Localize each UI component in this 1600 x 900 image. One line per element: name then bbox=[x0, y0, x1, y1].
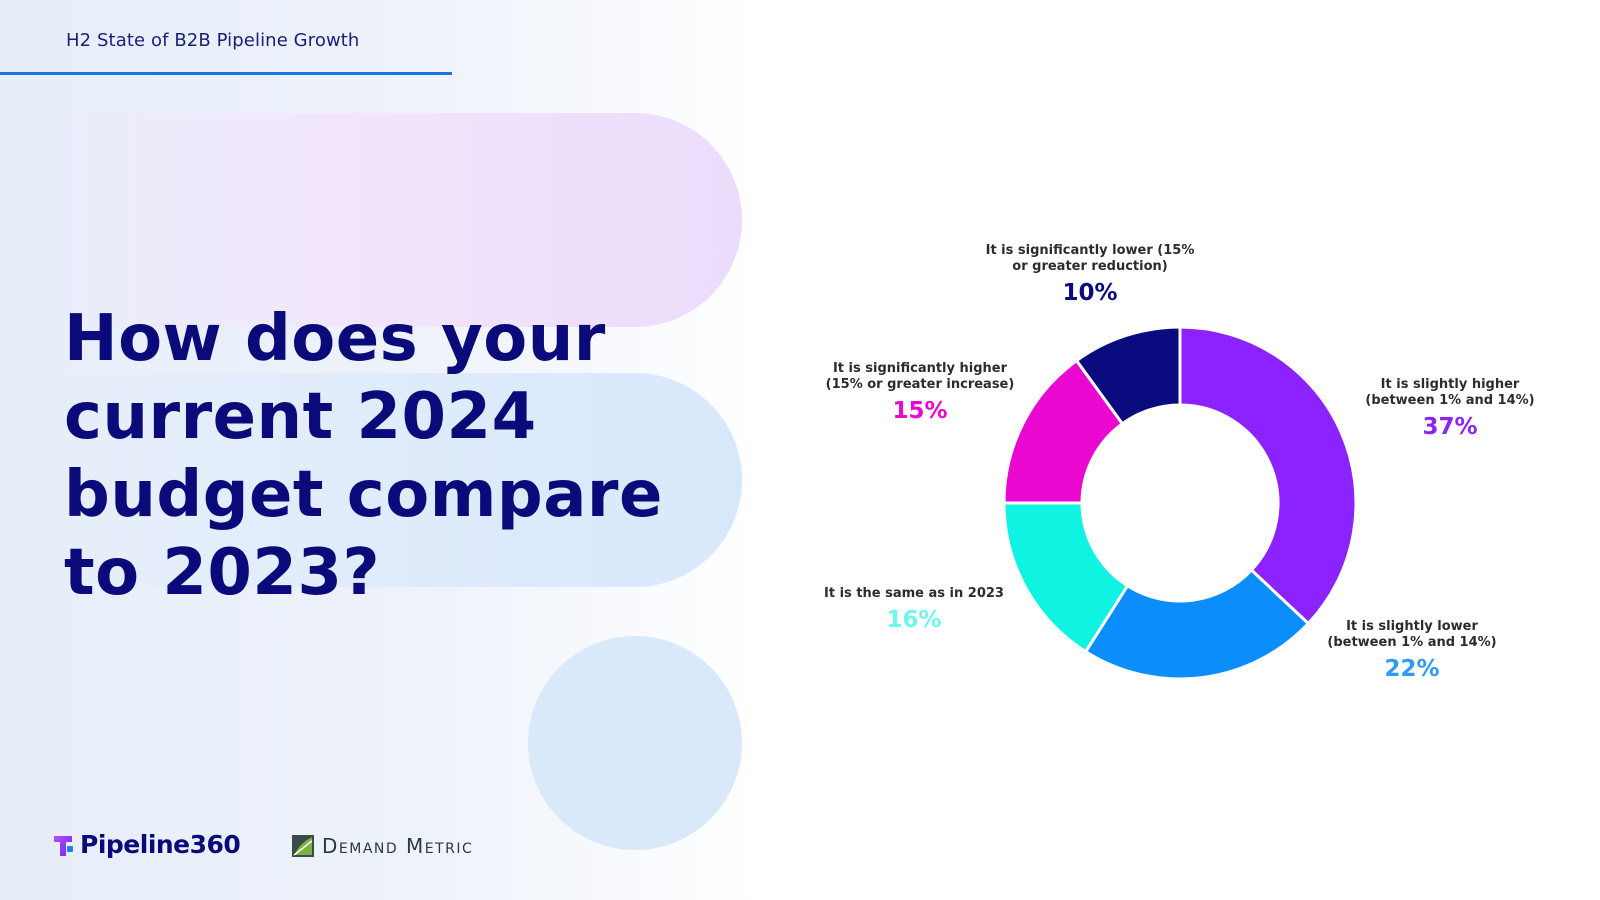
donut-slice bbox=[1002, 501, 1130, 654]
pipeline360-mark-icon bbox=[54, 835, 73, 856]
donut-slice bbox=[1178, 325, 1358, 626]
donut-slice bbox=[1083, 567, 1311, 681]
demand-metric-wordmark: Demand Metric bbox=[322, 834, 474, 858]
decorative-pill-blue bbox=[0, 373, 742, 587]
slice-label: It is significantly higher bbox=[833, 361, 1008, 376]
header-divider bbox=[0, 72, 452, 75]
survey-question: How does your current 2024 budget compar… bbox=[64, 302, 663, 610]
pipeline360-wordmark: Pipeline360 bbox=[80, 830, 241, 859]
slice-label: It is slightly lower bbox=[1346, 619, 1478, 634]
donut-labels: It is slightly higher(between 1% and 14%… bbox=[824, 243, 1535, 682]
report-title: H2 State of B2B Pipeline Growth bbox=[66, 30, 360, 51]
slice-value-label: 10% bbox=[1062, 280, 1117, 306]
slice-value-label: 16% bbox=[886, 607, 941, 633]
slice-label: It is significantly lower (15% bbox=[986, 243, 1195, 258]
demand-metric-logo: Demand Metric bbox=[292, 834, 473, 858]
slice-label: (15% or greater increase) bbox=[826, 377, 1015, 392]
slice-label: or greater reduction) bbox=[1012, 259, 1167, 274]
donut-slice bbox=[1074, 325, 1182, 426]
slice-label: It is the same as in 2023 bbox=[824, 586, 1004, 601]
donut-slice bbox=[1002, 358, 1125, 505]
decorative-circle bbox=[528, 636, 742, 850]
slice-label: (between 1% and 14%) bbox=[1365, 393, 1534, 408]
slice-value-label: 37% bbox=[1422, 414, 1477, 440]
demand-metric-mark-icon bbox=[292, 835, 314, 857]
slice-label: It is slightly higher bbox=[1381, 377, 1520, 392]
donut-slices bbox=[1002, 325, 1358, 681]
decorative-pill-purple bbox=[0, 113, 742, 327]
slice-value-label: 22% bbox=[1384, 656, 1439, 682]
slice-label: (between 1% and 14%) bbox=[1327, 635, 1496, 650]
slice-value-label: 15% bbox=[892, 398, 947, 424]
pipeline360-logo: Pipeline360 bbox=[52, 830, 241, 859]
